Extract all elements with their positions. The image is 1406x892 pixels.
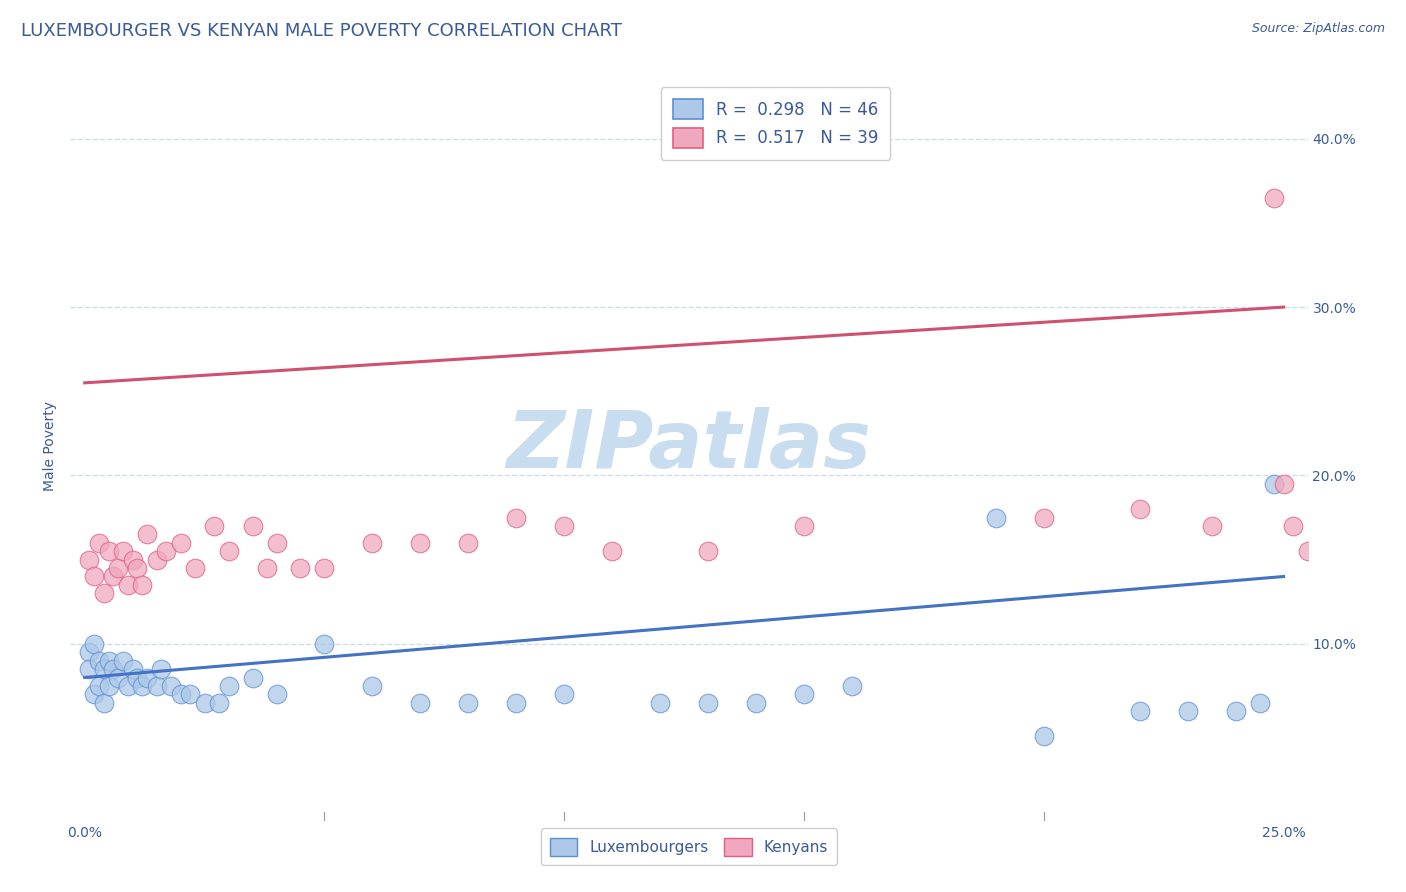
Point <box>793 519 815 533</box>
Point <box>83 569 105 583</box>
Point <box>179 687 201 701</box>
Point <box>208 696 231 710</box>
Point <box>103 662 125 676</box>
Point <box>361 679 384 693</box>
Point <box>97 679 120 693</box>
Point <box>93 696 115 710</box>
Point <box>131 578 153 592</box>
Point <box>1032 730 1054 744</box>
Point <box>1282 519 1305 533</box>
Point <box>155 544 177 558</box>
Point <box>314 637 336 651</box>
Point <box>117 578 139 592</box>
Point <box>169 536 191 550</box>
Point <box>79 662 101 676</box>
Text: LUXEMBOURGER VS KENYAN MALE POVERTY CORRELATION CHART: LUXEMBOURGER VS KENYAN MALE POVERTY CORR… <box>21 22 621 40</box>
Point <box>131 679 153 693</box>
Point <box>121 552 143 566</box>
Point <box>266 687 288 701</box>
Point <box>127 671 149 685</box>
Point <box>83 637 105 651</box>
Point <box>409 696 432 710</box>
Point <box>650 696 672 710</box>
Legend: Luxembourgers, Kenyans: Luxembourgers, Kenyans <box>540 829 838 865</box>
Point <box>112 654 135 668</box>
Point <box>145 679 167 693</box>
Point <box>984 510 1007 524</box>
Point <box>127 561 149 575</box>
Point <box>87 679 110 693</box>
Point <box>169 687 191 701</box>
Point <box>553 519 575 533</box>
Point <box>1263 191 1285 205</box>
Point <box>1201 519 1223 533</box>
Point <box>79 552 101 566</box>
Point <box>218 679 240 693</box>
Text: Source: ZipAtlas.com: Source: ZipAtlas.com <box>1251 22 1385 36</box>
Point <box>505 696 527 710</box>
Point <box>1272 476 1295 491</box>
Point <box>97 654 120 668</box>
Point <box>256 561 278 575</box>
Point <box>1225 704 1247 718</box>
Point <box>1129 704 1152 718</box>
Point <box>242 671 264 685</box>
Point <box>242 519 264 533</box>
Point <box>1263 476 1285 491</box>
Point <box>150 662 173 676</box>
Point <box>112 544 135 558</box>
Text: ZIPatlas: ZIPatlas <box>506 407 872 485</box>
Point <box>136 671 159 685</box>
Point <box>107 671 129 685</box>
Point <box>117 679 139 693</box>
Point <box>600 544 623 558</box>
Point <box>457 536 479 550</box>
Y-axis label: Male Poverty: Male Poverty <box>44 401 58 491</box>
Point <box>103 569 125 583</box>
Point <box>553 687 575 701</box>
Point <box>160 679 183 693</box>
Point <box>97 544 120 558</box>
Point <box>841 679 863 693</box>
Point <box>93 662 115 676</box>
Point <box>505 510 527 524</box>
Point <box>87 536 110 550</box>
Point <box>93 586 115 600</box>
Point <box>361 536 384 550</box>
Point <box>745 696 768 710</box>
Point <box>266 536 288 550</box>
Point <box>145 552 167 566</box>
Point <box>79 645 101 659</box>
Point <box>409 536 432 550</box>
Point <box>290 561 312 575</box>
Point <box>1296 544 1319 558</box>
Point <box>793 687 815 701</box>
Point <box>202 519 225 533</box>
Point <box>87 654 110 668</box>
Point <box>314 561 336 575</box>
Point <box>457 696 479 710</box>
Point <box>697 696 720 710</box>
Point <box>218 544 240 558</box>
Point <box>107 561 129 575</box>
Point <box>1177 704 1199 718</box>
Point <box>121 662 143 676</box>
Point <box>184 561 207 575</box>
Point <box>697 544 720 558</box>
Point <box>83 687 105 701</box>
Point <box>136 527 159 541</box>
Point <box>1129 502 1152 516</box>
Point <box>1249 696 1271 710</box>
Point <box>1032 510 1054 524</box>
Point <box>194 696 217 710</box>
